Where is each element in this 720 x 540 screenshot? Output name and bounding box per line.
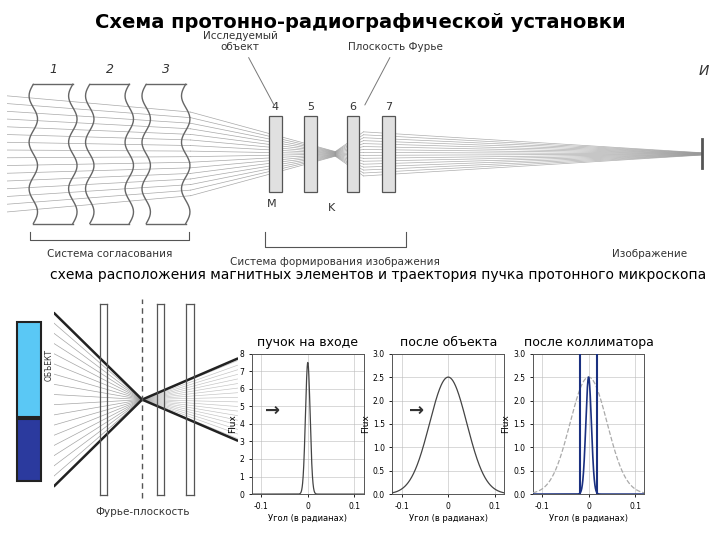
Text: K: K: [328, 203, 336, 213]
X-axis label: Угол (в радианах): Угол (в радианах): [409, 514, 487, 523]
Text: пучок на входе: пучок на входе: [257, 336, 359, 349]
Text: И: И: [699, 64, 709, 78]
Y-axis label: Flux: Flux: [501, 415, 510, 433]
Y-axis label: Flux: Flux: [228, 415, 237, 433]
Text: Система согласования: Система согласования: [47, 249, 172, 259]
Text: схема расположения магнитных элементов и траектория пучка протонного микроскопа: схема расположения магнитных элементов и…: [50, 268, 706, 282]
Text: 2: 2: [106, 63, 114, 76]
Text: M: M: [267, 199, 276, 208]
Text: 4: 4: [271, 102, 279, 112]
Bar: [17, 418, 41, 481]
Text: Фурье-плоскость: Фурье-плоскость: [95, 507, 189, 517]
Text: 6: 6: [349, 102, 356, 112]
Text: Плоскость Фурье: Плоскость Фурье: [348, 42, 443, 105]
Text: →: →: [408, 401, 424, 420]
Bar: [305, 116, 317, 192]
Text: после объекта: после объекта: [400, 336, 497, 349]
Text: Система формирования изображения: Система формирования изображения: [230, 257, 440, 267]
Text: ОБЪЕКТ: ОБЪЕКТ: [45, 349, 53, 381]
Text: Исследуемый
объект: Исследуемый объект: [202, 31, 277, 105]
Text: после коллиматора: после коллиматора: [523, 336, 654, 349]
Y-axis label: Flux: Flux: [361, 415, 370, 433]
Bar: [269, 116, 282, 192]
Text: Схема протонно-радиографической установки: Схема протонно-радиографической установк…: [95, 14, 625, 32]
X-axis label: Угол (в радианах): Угол (в радианах): [549, 514, 628, 523]
Text: 7: 7: [384, 102, 392, 112]
Text: 5: 5: [307, 102, 314, 112]
Bar: [382, 116, 395, 192]
Bar: [346, 116, 359, 192]
Text: Изображение: Изображение: [612, 249, 687, 259]
Text: →: →: [264, 401, 280, 420]
Bar: [17, 322, 41, 417]
X-axis label: Угол (в радианах): Угол (в радианах): [269, 514, 347, 523]
Text: 1: 1: [49, 63, 57, 76]
Text: 3: 3: [162, 63, 170, 76]
